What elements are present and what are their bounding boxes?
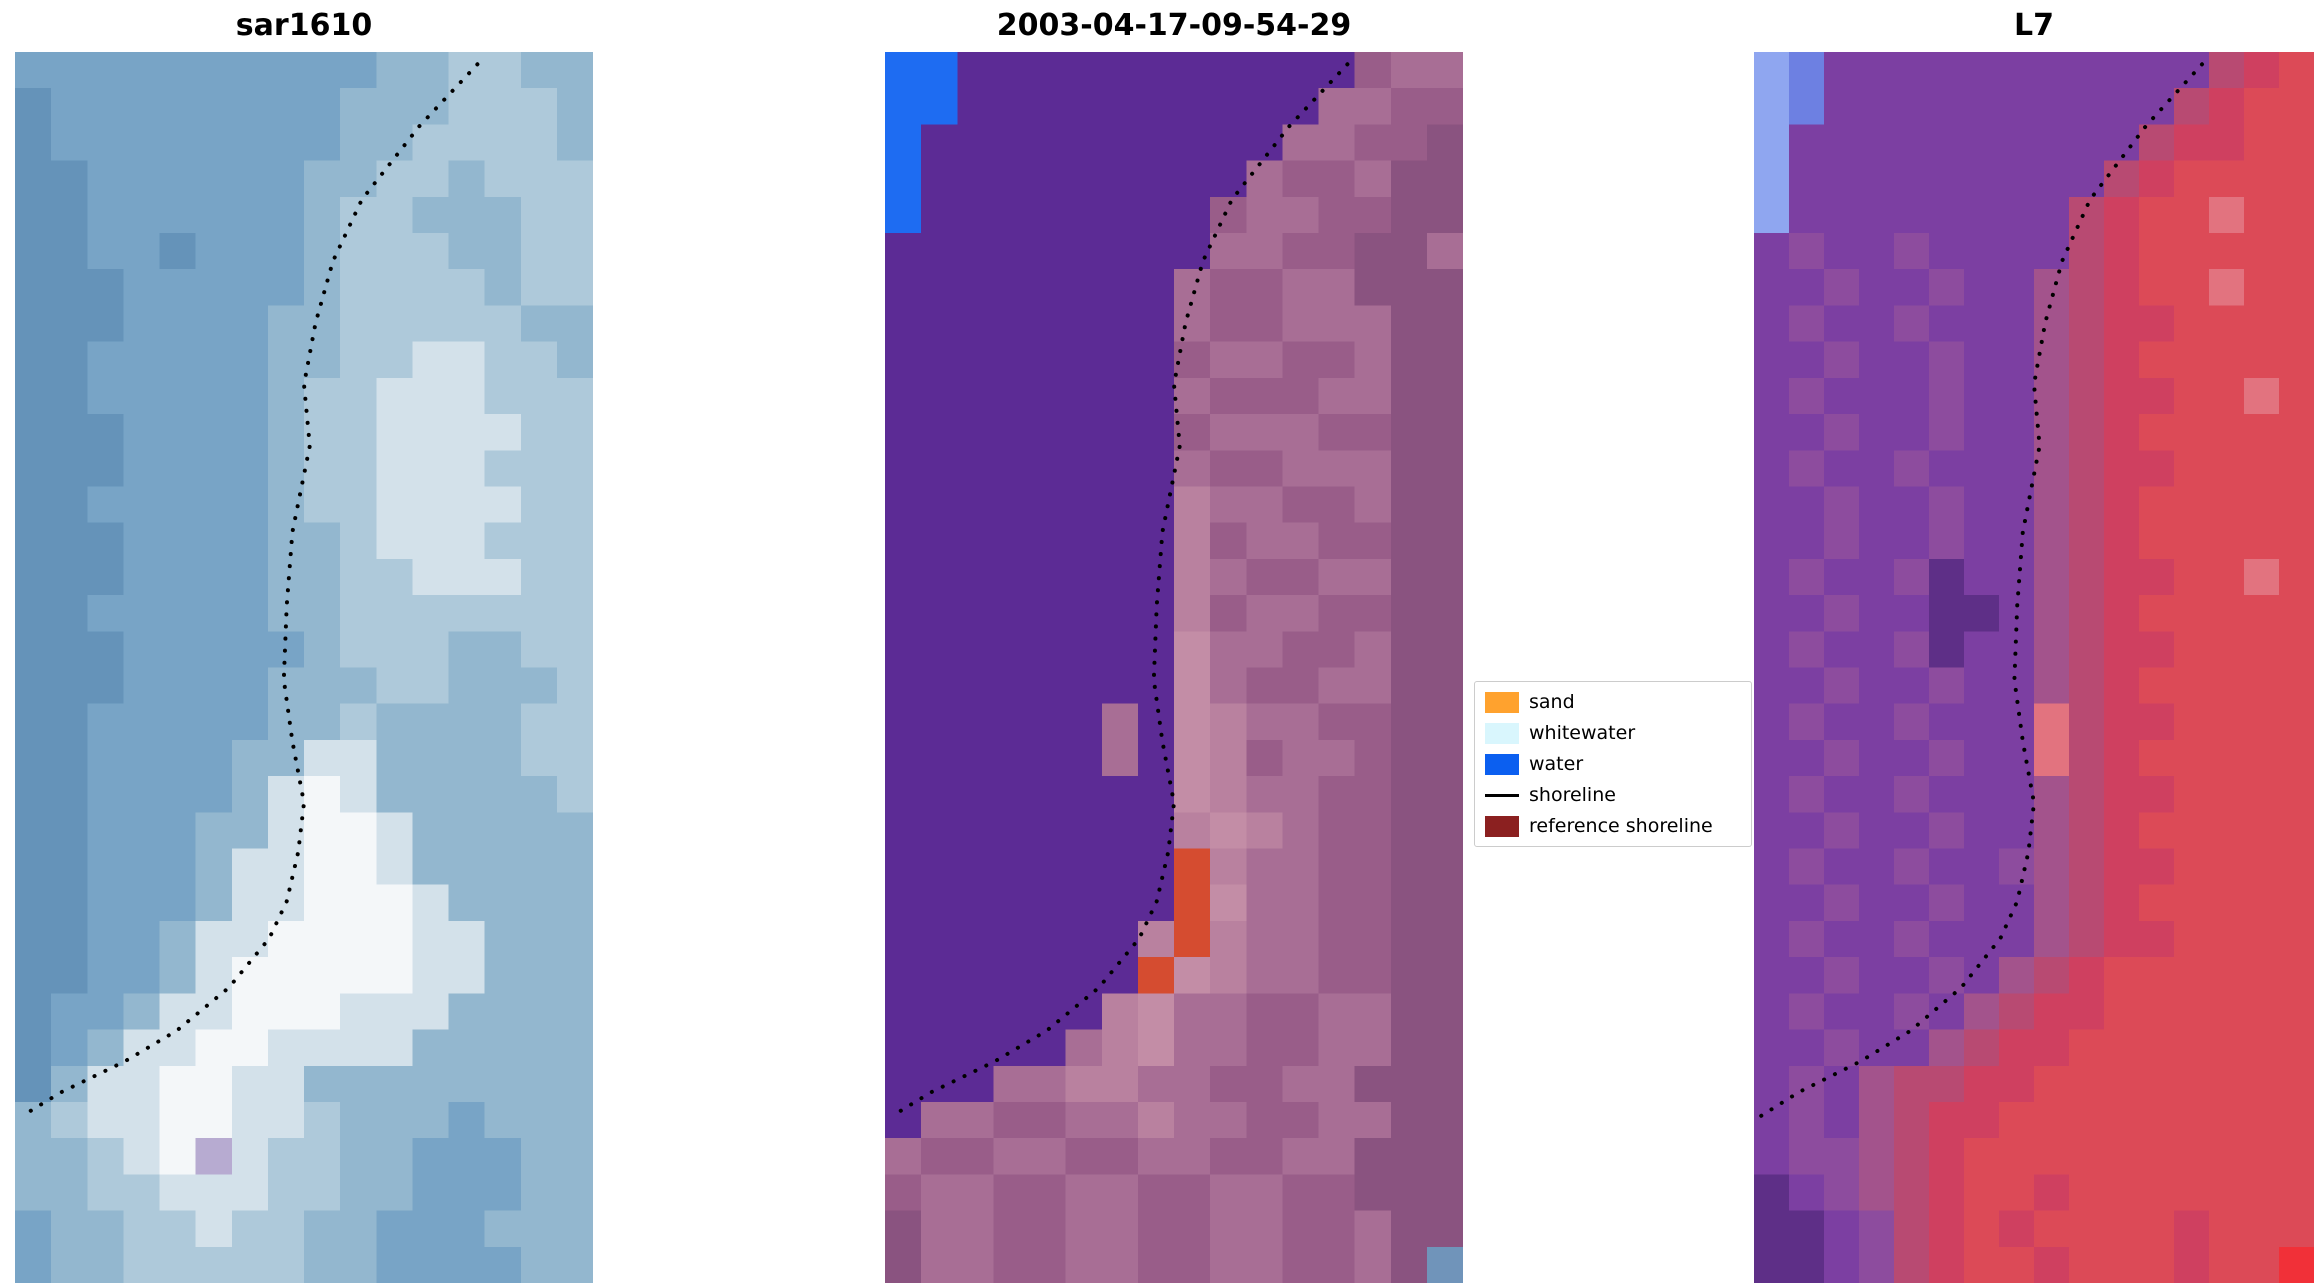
legend-label: whitewater	[1529, 722, 1636, 744]
shoreline-overlay	[18, 62, 480, 1119]
legend: sand whitewater water shoreline referenc…	[1474, 681, 1752, 847]
legend-label: reference shoreline	[1529, 815, 1713, 837]
satellite-image	[15, 52, 593, 1283]
classified-image	[885, 52, 1463, 1283]
legend-label: water	[1529, 753, 1584, 775]
shoreline-overlay	[888, 62, 1350, 1119]
satellite-image	[1754, 52, 2314, 1283]
legend-item: reference shoreline	[1485, 815, 1741, 837]
panel-title: sar1610	[235, 8, 373, 43]
legend-item: sand	[1485, 691, 1741, 713]
panel-title: 2003-04-17-09-54-29	[996, 8, 1352, 43]
panel-title: L7	[2014, 8, 2054, 43]
legend-label: sand	[1529, 691, 1575, 713]
legend-swatch	[1485, 722, 1519, 744]
legend-label: shoreline	[1529, 784, 1616, 806]
legend-item: water	[1485, 753, 1741, 775]
shoreline-overlay	[1757, 62, 2204, 1119]
legend-swatch	[1485, 753, 1519, 775]
legend-swatch	[1485, 793, 1519, 797]
panel-sar1610: sar1610	[15, 8, 593, 1283]
legend-item: shoreline	[1485, 784, 1741, 806]
panel-l7: L7	[1754, 8, 2314, 1283]
legend-swatch	[1485, 691, 1519, 713]
legend-swatch	[1485, 815, 1519, 837]
panel-classified: 2003-04-17-09-54-29	[885, 8, 1463, 1283]
legend-item: whitewater	[1485, 722, 1741, 744]
